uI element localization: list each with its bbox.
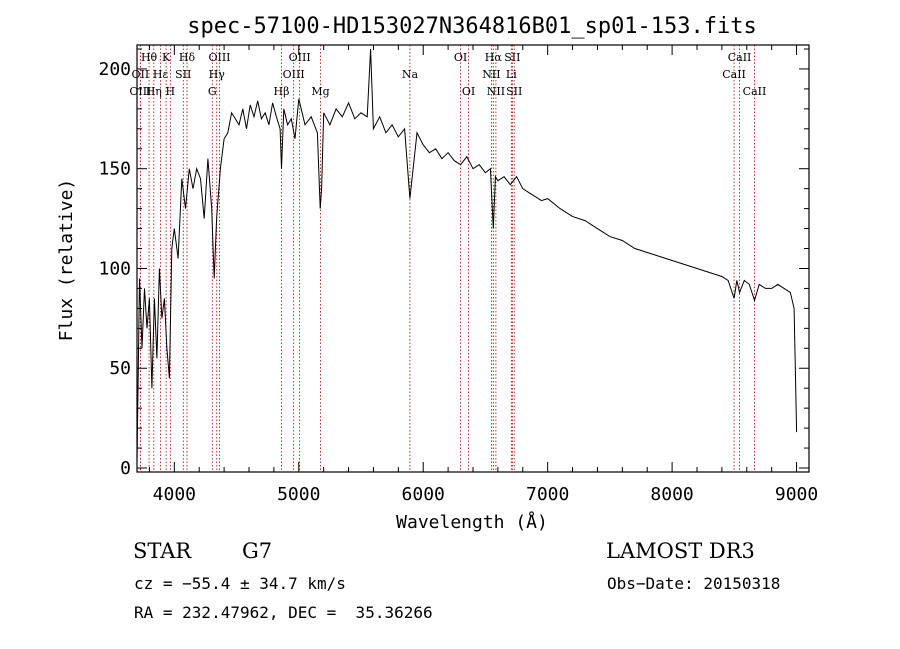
line-label: OIII <box>289 51 311 64</box>
line-label: NII <box>482 68 500 81</box>
line-label: OI <box>462 85 475 98</box>
axis-ticks: 4000 5000 6000 7000 8000 9000 0 50 100 150 200 <box>98 45 818 505</box>
spectrum-line <box>136 48 798 465</box>
line-label: Hη <box>146 85 162 98</box>
observation-date: Obs−Date: 20150318 <box>607 574 781 593</box>
subclass: G7 <box>242 539 273 563</box>
spectrum-chart: spec-57100-HD153027N364816B01_sp01-153.f… <box>56 14 818 533</box>
plot-frame <box>136 44 810 473</box>
object-class: STAR <box>133 539 192 563</box>
line-label: OIII <box>129 85 151 98</box>
x-axis-label: Wavelength (Å) <box>396 511 548 533</box>
line-label: Hγ <box>209 68 226 81</box>
x-tick-label: 9000 <box>775 484 818 505</box>
y-tick-label: 50 <box>109 358 131 379</box>
y-tick-label: 0 <box>120 458 131 479</box>
line-label: CaII <box>743 85 767 98</box>
line-label: K <box>162 51 171 64</box>
line-label: Li <box>506 68 517 81</box>
redshift-velocity: cz = −55.4 ± 34.7 km/s <box>134 574 346 593</box>
coordinates: RA = 232.47962, DEC = 35.36266 <box>134 603 433 622</box>
line-label: CaII <box>722 68 746 81</box>
x-tick-label: 6000 <box>402 484 445 505</box>
line-label: Hθ <box>141 51 158 64</box>
line-label: NII <box>487 85 505 98</box>
line-label: Hα <box>485 51 503 64</box>
line-label: OII <box>132 68 150 81</box>
line-label: SII <box>175 68 191 81</box>
line-label: Mg <box>311 85 329 98</box>
line-label: Na <box>402 68 419 81</box>
line-label: Hε <box>153 68 169 81</box>
x-tick-label: 8000 <box>650 484 693 505</box>
y-tick-label: 200 <box>98 59 131 80</box>
line-label: CaII <box>728 51 752 64</box>
line-label: G <box>208 85 217 98</box>
line-label: Hδ <box>179 51 196 64</box>
line-label: SII <box>504 51 520 64</box>
line-label: SII <box>506 85 522 98</box>
y-axis-label: Flux (relative) <box>56 179 77 342</box>
line-labels: Hθ OII OIII K Hε Hη H Hδ SII OIII Hγ G Hβ OIII OIII Mg N… <box>129 51 766 98</box>
line-label: Hβ <box>274 85 290 98</box>
chart-title: spec-57100-HD153027N364816B01_sp01-153.f… <box>187 14 757 39</box>
x-tick-label: 4000 <box>153 484 196 505</box>
y-tick-label: 150 <box>98 159 131 180</box>
x-tick-label: 7000 <box>526 484 569 505</box>
y-tick-label: 100 <box>98 258 131 279</box>
line-label: OIII <box>208 51 230 64</box>
line-label: H <box>166 85 176 98</box>
line-markers <box>139 45 755 472</box>
x-tick-label: 5000 <box>277 484 320 505</box>
line-label: OIII <box>283 68 305 81</box>
survey-name: LAMOST DR3 <box>606 539 755 563</box>
line-label: OI <box>454 51 467 64</box>
